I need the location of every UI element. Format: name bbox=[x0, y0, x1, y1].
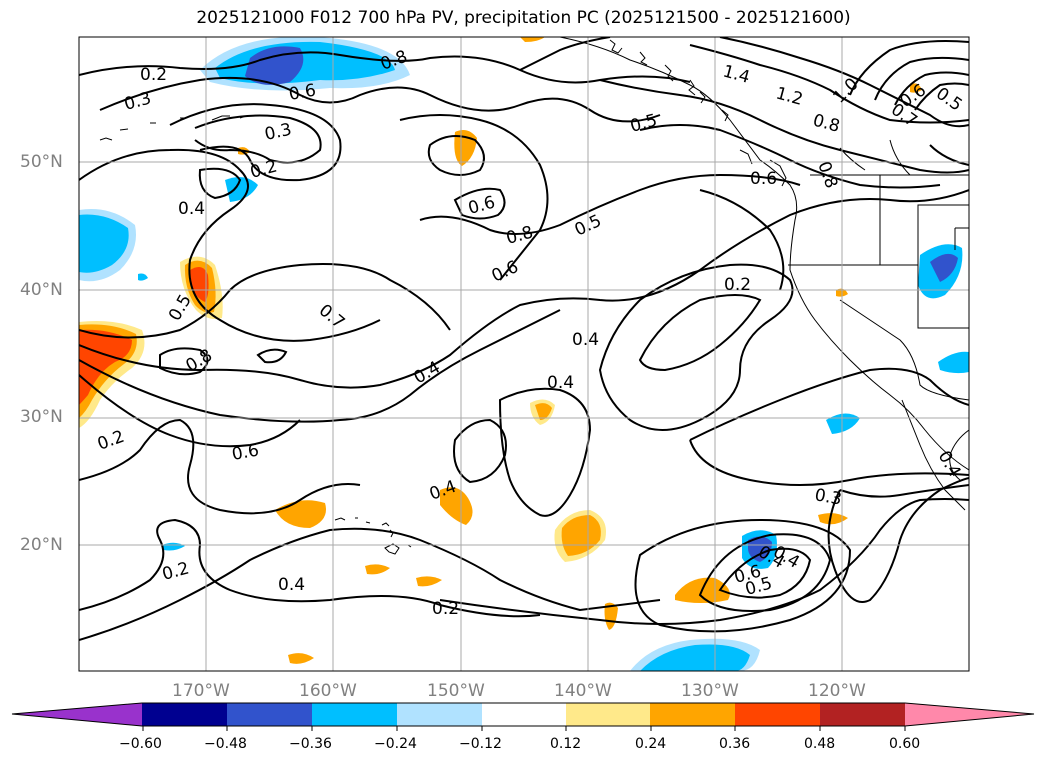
contour-label: 0.4 bbox=[547, 373, 574, 393]
colorbar-segment bbox=[566, 703, 652, 726]
colorbar-segment bbox=[820, 703, 906, 726]
colorbar-tick-label: 0.36 bbox=[719, 736, 751, 752]
colorbar-tick-label: −0.12 bbox=[459, 736, 502, 752]
colorbar-tick-label: −0.24 bbox=[374, 736, 417, 752]
map-title: 2025121000 F012 700 hPa PV, precipitatio… bbox=[196, 8, 851, 28]
contour-label: 0.6 bbox=[287, 81, 317, 105]
contour-label: 0.4 bbox=[278, 575, 305, 595]
colorbar-tick-label: −0.48 bbox=[204, 736, 247, 752]
colorbar-tick-label: −0.36 bbox=[289, 736, 332, 752]
contour-label: 0.4 bbox=[178, 199, 205, 219]
colorbar-tick-label: 0.24 bbox=[635, 736, 667, 752]
colorbar bbox=[11, 702, 1035, 731]
colorbar-segment bbox=[227, 703, 313, 726]
colorbar-over-arrow bbox=[905, 703, 1034, 726]
precip-negative-areas bbox=[79, 37, 969, 671]
lat-label: 50°N bbox=[20, 152, 63, 172]
contour-label: 0.2 bbox=[140, 65, 167, 85]
lon-label: 140°W bbox=[554, 681, 612, 701]
colorbar-tick-label: 0.60 bbox=[889, 736, 921, 752]
contour-label: 0.6 bbox=[750, 169, 777, 189]
lat-label: 20°N bbox=[20, 535, 63, 555]
colorbar-tick-label: 0.12 bbox=[550, 736, 582, 752]
colorbar-segment bbox=[397, 703, 483, 726]
contour-label: 0.3 bbox=[813, 485, 843, 509]
colorbar-segment bbox=[482, 703, 568, 726]
colorbar-segment bbox=[312, 703, 398, 726]
lon-label: 120°W bbox=[808, 681, 866, 701]
colorbar-segment bbox=[142, 703, 228, 726]
contour-label: 0.2 bbox=[724, 275, 751, 295]
colorbar-segment bbox=[735, 703, 821, 726]
contour-label: 0.2 bbox=[432, 599, 459, 619]
lon-label: 170°W bbox=[172, 681, 230, 701]
contour-label: 0.6 bbox=[230, 441, 260, 465]
lat-label: 30°N bbox=[20, 407, 63, 427]
colorbar-tick-label: −0.60 bbox=[119, 736, 162, 752]
map-frame bbox=[78, 36, 970, 672]
contour-label: 0.4 bbox=[572, 330, 599, 350]
lon-label: 130°W bbox=[681, 681, 739, 701]
colorbar-segment bbox=[650, 703, 736, 726]
colorbar-tick-label: 0.48 bbox=[804, 736, 836, 752]
lon-label: 160°W bbox=[299, 681, 357, 701]
graticule bbox=[79, 37, 969, 671]
lon-label: 150°W bbox=[427, 681, 485, 701]
colorbar-under-arrow bbox=[12, 703, 142, 726]
precip-positive-areas bbox=[79, 37, 922, 664]
lat-label: 40°N bbox=[20, 280, 63, 300]
